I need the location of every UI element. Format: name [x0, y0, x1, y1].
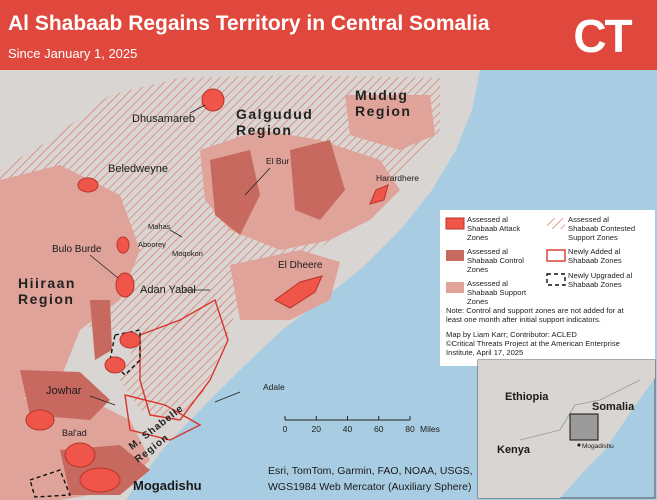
control-zone — [210, 150, 260, 235]
leader-lines — [89, 104, 271, 406]
attack-zone — [119, 331, 141, 349]
legend-swatch — [446, 282, 464, 293]
legend-label: Zones — [467, 265, 488, 274]
legend-label: Zones — [467, 297, 488, 306]
legend-label: Shabaab Support — [467, 288, 527, 297]
title: Al Shabaab Regains Territory in Central … — [8, 12, 490, 35]
place-label: Adale — [263, 382, 285, 392]
legend-label: Shabaab Contested — [568, 224, 635, 233]
place-label: Harardhere — [376, 173, 419, 183]
place-label: Bal'ad — [62, 428, 87, 438]
legend-note: least one month after initial support in… — [446, 315, 601, 324]
place-label: El Bur — [266, 156, 289, 166]
inset-border — [519, 379, 641, 441]
attack-zone — [369, 184, 389, 205]
legend-swatch — [547, 218, 565, 229]
region-label: Region — [355, 103, 411, 119]
place-label: Bulo Burde — [52, 244, 102, 255]
place-label: Jowhar — [46, 385, 82, 397]
inset-label: Mogadishu — [582, 443, 614, 450]
place-label: Moqokori — [172, 249, 203, 258]
upgraded-zone — [109, 329, 141, 376]
attack-zone — [274, 275, 323, 309]
legend-swatch — [546, 273, 566, 286]
legend-label: Shabaab Zones — [568, 280, 622, 289]
legend-credit: Institute, April 17, 2025 — [446, 348, 523, 357]
place-label: El Dheere — [278, 260, 323, 271]
newly-added-zone — [139, 298, 229, 421]
region-label: Galgudud — [236, 106, 313, 122]
region-label: Mudug — [355, 87, 408, 103]
legend-label: Shabaab Zones — [568, 256, 622, 265]
source: WGS1984 Web Mercator (Auxiliary Sphere) — [268, 481, 471, 493]
place-label: Beledweyne — [108, 163, 168, 175]
scale-label: 20 — [312, 424, 322, 434]
place-label: Adan Yabal — [140, 284, 196, 296]
region-label: Hiiraan — [18, 275, 76, 291]
upgraded-zone — [29, 469, 72, 498]
scale-label: 80 — [405, 424, 415, 434]
legend-label: Assessed al — [467, 247, 508, 256]
inset-dot — [577, 443, 581, 447]
attack-zone — [116, 236, 130, 254]
place-label: Mahas — [148, 222, 171, 231]
legend-label: Newly Added al — [568, 247, 621, 256]
control-zone — [290, 140, 345, 220]
legend-label: Shabaab Attack — [467, 224, 520, 233]
attack-zone — [201, 88, 225, 112]
logo: CT — [573, 10, 632, 62]
region-label: Region — [18, 291, 74, 307]
attack-zone — [25, 409, 55, 431]
legend-label: Support Zones — [568, 233, 618, 242]
newly-added-zone — [124, 394, 202, 441]
scale-unit: Miles — [420, 424, 440, 434]
inset-label: Somalia — [592, 401, 635, 413]
support-zone — [0, 165, 140, 400]
region-label: Region — [236, 122, 292, 138]
legend-label: Zones — [467, 233, 488, 242]
inset-label: Ethiopia — [505, 391, 549, 403]
legend-label: Assessed al — [467, 279, 508, 288]
legend-credit: Map by Liam Karr; Contributor: ACLED — [446, 330, 577, 339]
place-label: Mogadishu — [133, 478, 202, 493]
legend-credit: ©Critical Threats Project at the America… — [446, 339, 620, 348]
contested-zone — [120, 300, 240, 420]
support-zone — [345, 95, 435, 150]
attack-zone — [104, 356, 126, 374]
source: Esri, TomTom, Garmin, FAO, NOAA, USGS, — [268, 465, 473, 477]
inset-label: Kenya — [497, 444, 531, 456]
legend-box — [440, 210, 655, 366]
legend-label: Newly Upgraded al — [568, 271, 632, 280]
legend-label: Shabaab Control — [467, 256, 524, 265]
legend-swatch — [546, 249, 566, 262]
legend-note: Note: Control and support zones are not … — [446, 306, 625, 315]
attack-zone — [79, 467, 121, 493]
attack-zone — [77, 177, 99, 193]
inset-focus — [569, 413, 599, 441]
place-label: Aboorey — [138, 240, 166, 249]
legend-swatch — [445, 217, 465, 230]
attack-zone — [115, 272, 135, 298]
subtitle: Since January 1, 2025 — [8, 46, 137, 61]
scale-label: 40 — [343, 424, 353, 434]
legend-swatch — [446, 250, 464, 261]
attack-zone — [64, 442, 96, 468]
scale-bar: 0 20 40 60 80 Miles — [283, 416, 440, 434]
support-zone — [230, 250, 340, 320]
header-bar — [0, 0, 657, 70]
place-label: Dhusamareb — [132, 113, 195, 125]
control-zone — [20, 370, 110, 420]
legend-label: Assessed al — [467, 215, 508, 224]
scale-label: 60 — [374, 424, 384, 434]
legend-label: Assessed al — [568, 215, 609, 224]
scale-label: 0 — [283, 424, 288, 434]
control-zone — [90, 300, 112, 360]
